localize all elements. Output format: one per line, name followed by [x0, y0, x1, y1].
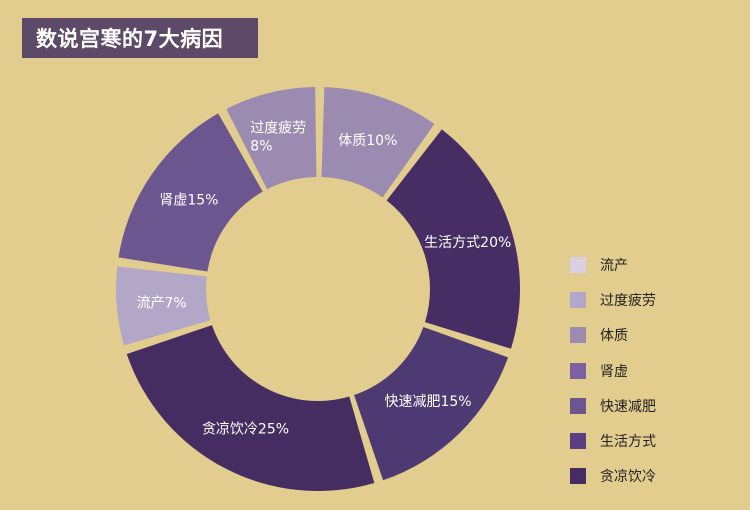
chart-title: 数说宫寒的7大病因 — [36, 27, 224, 51]
donut-slice-2 — [386, 129, 520, 349]
slice-label-6: 肾虚15% — [159, 193, 218, 209]
donut-slice-5 — [115, 266, 211, 346]
legend-item-7: 贪凉饮冷 — [570, 459, 740, 494]
legend-swatch — [570, 468, 586, 485]
legend-item-2: 过度疲劳 — [570, 282, 740, 317]
legend-label: 流产 — [600, 257, 628, 274]
legend-item-6: 生活方式 — [570, 423, 740, 458]
legend-item-5: 快速减肥 — [570, 388, 740, 423]
legend-swatch — [570, 397, 586, 414]
legend-label: 肾虚 — [600, 363, 628, 380]
legend-label: 贪凉饮冷 — [600, 469, 656, 486]
donut-slice-6 — [118, 113, 263, 272]
slice-label-3: 快速减肥15% — [384, 394, 471, 410]
legend-swatch — [570, 256, 586, 273]
donut-slice-7 — [226, 87, 317, 190]
legend-item-4: 肾虚 — [570, 353, 740, 388]
legend-label: 生活方式 — [600, 434, 656, 451]
legend-swatch — [570, 327, 586, 344]
legend-swatch — [570, 433, 586, 450]
slice-label-2: 生活方式20% — [424, 235, 511, 251]
legend-swatch — [570, 362, 586, 379]
legend-swatch — [570, 291, 586, 308]
chart-legend: 流产过度疲劳体质肾虚快速减肥生活方式贪凉饮冷 — [570, 247, 740, 494]
donut-slice-3 — [354, 326, 509, 481]
legend-item-3: 体质 — [570, 318, 740, 353]
legend-item-1: 流产 — [570, 247, 740, 282]
legend-label: 过度疲劳 — [600, 292, 656, 309]
slice-label-5: 流产7% — [136, 295, 186, 311]
legend-label: 体质 — [600, 328, 628, 345]
slice-label-4: 贪凉饮冷25% — [202, 421, 289, 437]
slice-label-7: 过度疲劳 8% — [250, 120, 306, 155]
legend-label: 快速减肥 — [600, 398, 656, 415]
donut-slice-1 — [321, 87, 435, 198]
title-banner: 数说宫寒的7大病因 — [22, 18, 258, 58]
slice-label-1: 体质10% — [338, 133, 397, 149]
donut-slice-4 — [126, 325, 375, 491]
